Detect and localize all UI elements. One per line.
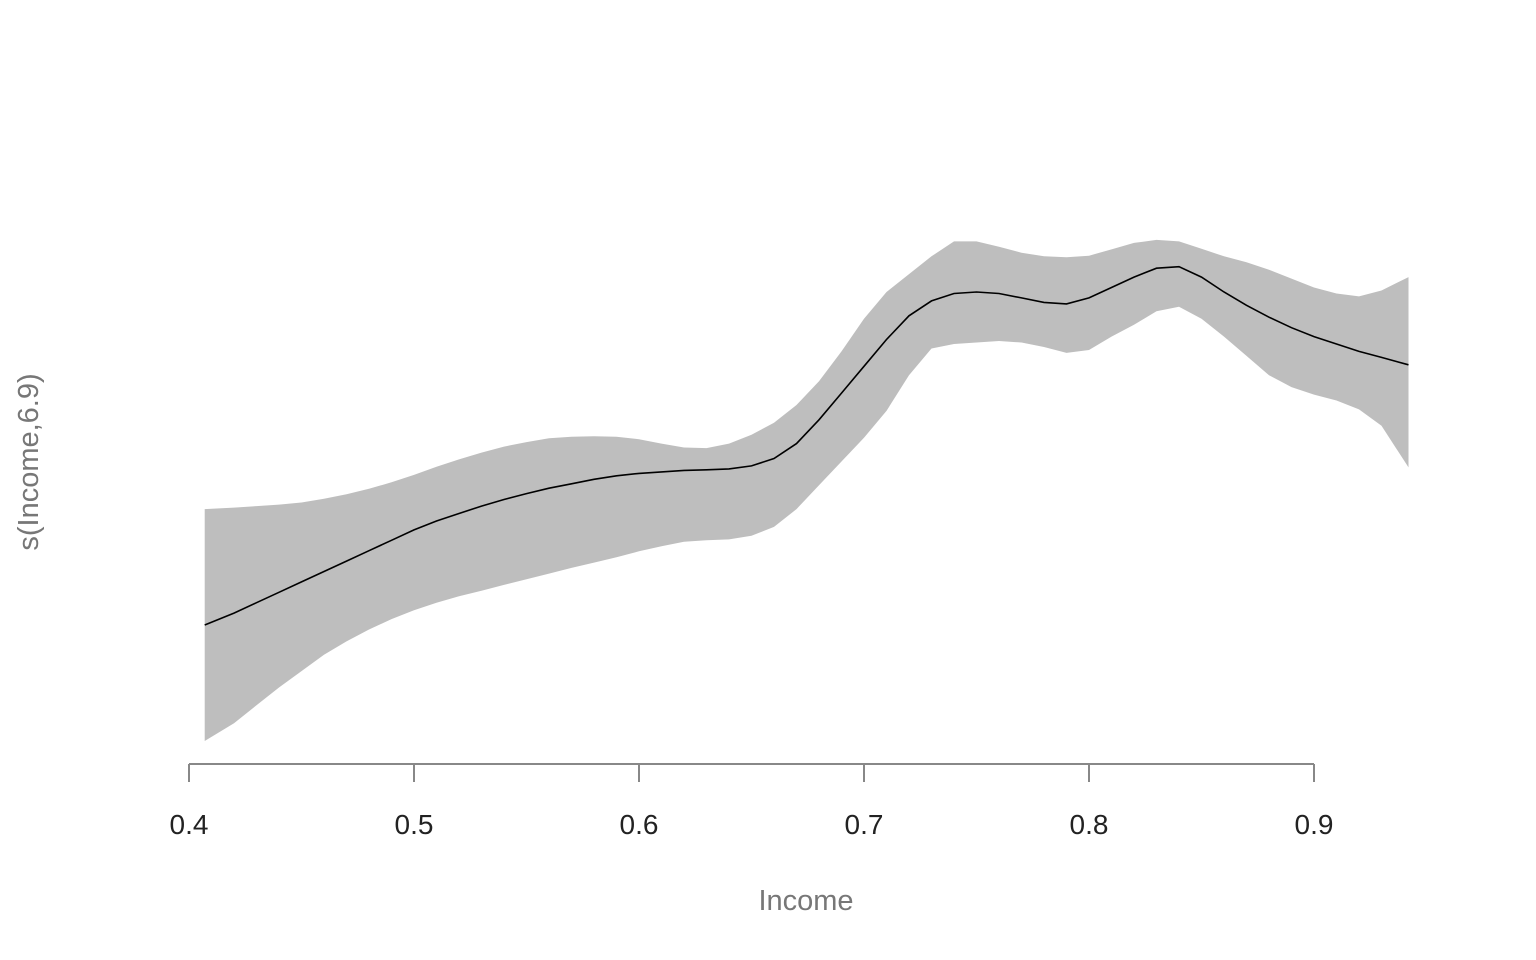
x-axis-title: Income [758, 885, 853, 917]
x-tick-label: 0.5 [395, 809, 434, 840]
x-tick-label: 0.9 [1295, 809, 1334, 840]
x-tick-label: 0.8 [1070, 809, 1109, 840]
confidence-band-layer [204, 239, 1409, 741]
y-axis-title: s(Income,6.9) [13, 373, 45, 550]
x-tick-label: 0.7 [845, 809, 884, 840]
x-tick-label: 0.4 [170, 809, 209, 840]
confidence-band [204, 239, 1409, 741]
fit-line [204, 265, 1409, 626]
x-axis: 0.4 0.5 0.6 0.7 0.8 0.9 [170, 763, 1334, 840]
fit-line-layer [204, 265, 1409, 626]
x-tick-label: 0.6 [620, 809, 659, 840]
